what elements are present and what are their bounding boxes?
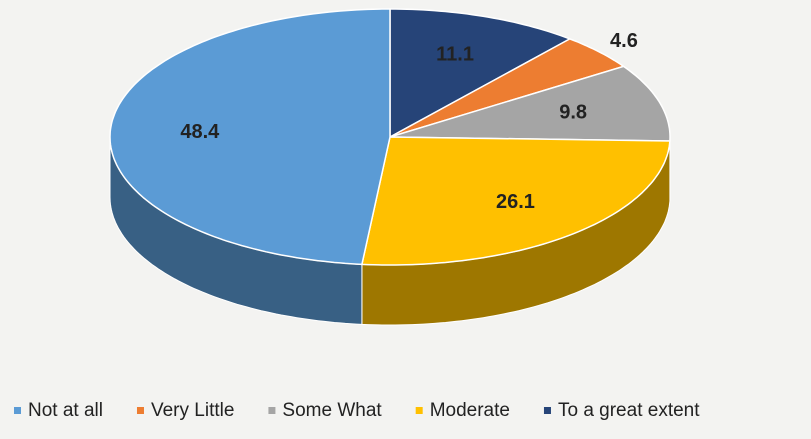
legend-label: Not at all: [28, 400, 103, 421]
legend-label: To a great extent: [558, 400, 700, 421]
value-label: 11.1: [436, 43, 474, 65]
slice: [389, 65, 671, 142]
legend-swatch: [268, 407, 276, 414]
value-label: 9.8: [559, 102, 587, 124]
value-label: 26.1: [496, 191, 535, 213]
value-label: 48.4: [180, 121, 220, 143]
slice: [109, 8, 391, 266]
legend-swatch: [543, 407, 551, 414]
slice: [389, 38, 626, 138]
slice: [360, 136, 671, 266]
slice: [389, 8, 572, 139]
value-label: 4.6: [610, 30, 638, 52]
slice-side: [361, 141, 670, 325]
legend-label: Moderate: [430, 400, 510, 421]
legend-label: Very Little: [151, 400, 234, 421]
legend-label: Some What: [282, 400, 382, 421]
legend-swatch: [136, 407, 144, 414]
legend-swatch: [14, 407, 21, 414]
legend-swatch: [415, 407, 423, 414]
